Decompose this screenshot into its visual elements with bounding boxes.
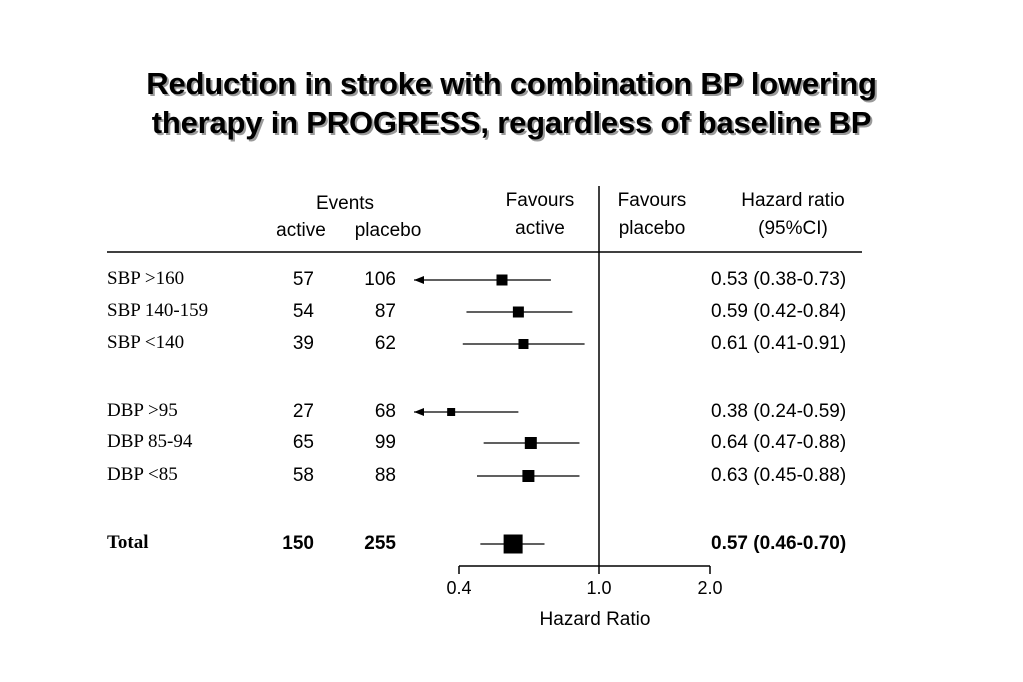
ci-arrow bbox=[414, 276, 424, 284]
hr-point bbox=[513, 307, 524, 318]
hr-point bbox=[496, 275, 507, 286]
ci-arrow bbox=[414, 408, 424, 416]
x-tick-label: 1.0 bbox=[586, 578, 611, 598]
hr-point bbox=[525, 437, 537, 449]
x-tick-label: 0.4 bbox=[446, 578, 471, 598]
hr-point bbox=[447, 408, 455, 416]
x-axis-label: Hazard Ratio bbox=[540, 609, 651, 630]
forest-plot: 0.4 1.0 2.0 Hazard Ratio bbox=[0, 0, 1023, 682]
hr-point bbox=[504, 535, 523, 554]
hr-point bbox=[518, 339, 528, 349]
hr-point bbox=[522, 470, 534, 482]
x-tick-label: 2.0 bbox=[697, 578, 722, 598]
